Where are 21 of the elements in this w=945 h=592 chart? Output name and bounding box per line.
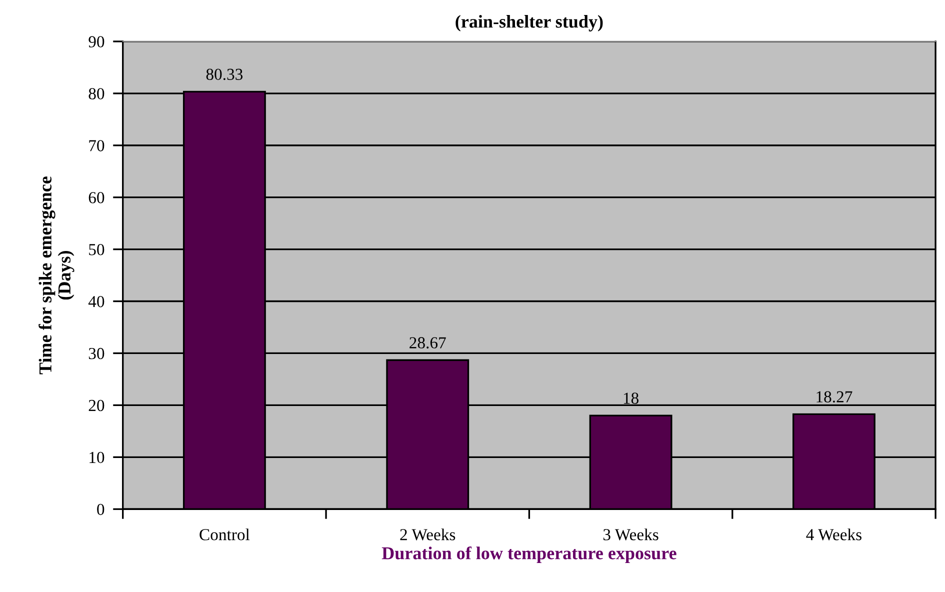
y-tick-label: 70 <box>89 140 104 152</box>
x-tick-label: Control <box>200 528 250 540</box>
y-tick-label: 30 <box>88 348 104 360</box>
y-tick-label: 50 <box>89 244 104 256</box>
data-label: 18.27 <box>816 391 852 403</box>
y-tick-label: 10 <box>90 452 104 464</box>
x-tick-label: 3 Weeks <box>603 528 658 540</box>
data-label: 80.33 <box>206 68 243 80</box>
x-axis-title: Duration of low temperature exposure <box>382 546 676 564</box>
y-tick-label: 60 <box>88 192 104 204</box>
x-tick-label: 4 Weeks <box>806 528 862 540</box>
data-label: 18 <box>624 392 638 404</box>
y-tick-label: 80 <box>88 88 104 100</box>
y-tick-label: 40 <box>88 296 104 308</box>
y-axis-title: Time for spike emergence (Days) <box>38 176 74 374</box>
y-tick-label: 20 <box>88 400 104 412</box>
y-tick-label: 0 <box>97 504 104 516</box>
data-label: 28.67 <box>410 337 446 348</box>
chart-title: (rain-shelter study) <box>456 15 603 32</box>
x-tick-label: 2 Weeks <box>400 528 456 540</box>
y-tick-label: 90 <box>88 36 104 48</box>
